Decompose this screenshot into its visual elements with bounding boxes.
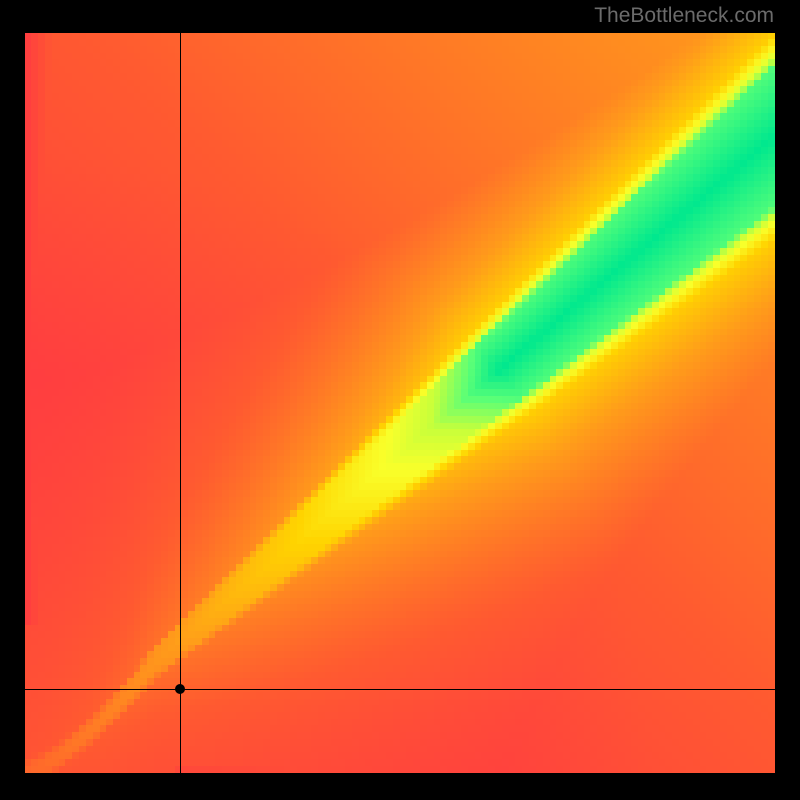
crosshair-horizontal	[25, 689, 775, 690]
plot-frame	[25, 33, 775, 773]
chart-container: TheBottleneck.com	[0, 0, 800, 800]
marker-dot	[175, 684, 185, 694]
crosshair-vertical	[180, 33, 181, 773]
watermark-text: TheBottleneck.com	[594, 4, 774, 28]
heatmap-canvas	[25, 33, 775, 773]
